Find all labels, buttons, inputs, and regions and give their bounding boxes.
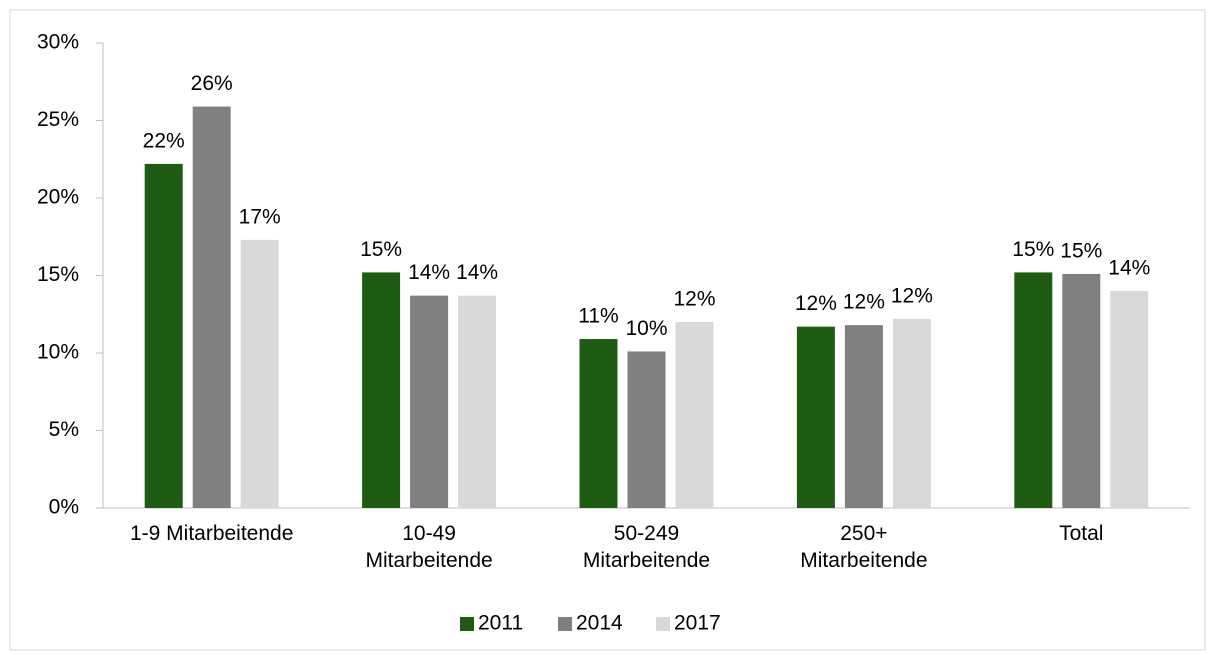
y-tick-label: 10%	[37, 341, 79, 364]
bar	[796, 326, 835, 508]
bar	[410, 295, 449, 508]
data-label: 14%	[456, 261, 498, 284]
data-label: 12%	[795, 292, 837, 315]
bar	[144, 163, 183, 508]
data-label: 12%	[891, 284, 933, 307]
y-tick-label: 5%	[49, 418, 79, 441]
bar	[240, 239, 279, 508]
bar	[458, 295, 497, 508]
data-label: 26%	[191, 72, 233, 95]
x-tick-label: 10-49 Mitarbeitende	[365, 522, 493, 572]
legend-label: 2014	[576, 612, 623, 635]
bar	[579, 339, 618, 508]
data-label: 15%	[1060, 239, 1102, 262]
y-tick-label: 15%	[37, 263, 79, 286]
x-tick-label: 1-9 Mitarbeitende	[129, 522, 294, 545]
bar	[892, 318, 931, 508]
legend-swatch	[460, 617, 474, 631]
data-label: 11%	[578, 305, 618, 328]
chart-frame	[9, 9, 1206, 651]
bar	[1014, 272, 1053, 508]
y-tick-label: 25%	[37, 108, 79, 131]
bar	[844, 325, 883, 508]
x-tick-label: Total	[1059, 522, 1104, 545]
data-label: 14%	[1108, 257, 1150, 280]
bar	[627, 351, 666, 508]
bar	[362, 272, 401, 508]
data-label: 15%	[1012, 238, 1054, 261]
data-label: 14%	[408, 261, 450, 284]
legend-swatch	[656, 617, 670, 631]
x-tick-label: 50-249 Mitarbeitende	[582, 522, 711, 572]
data-label: 15%	[360, 238, 402, 261]
legend-label: 2017	[674, 612, 721, 635]
legend-label: 2011	[478, 612, 523, 635]
data-label: 10%	[625, 317, 667, 340]
bar	[1110, 291, 1149, 508]
data-label: 12%	[673, 288, 715, 311]
bar	[1062, 273, 1101, 508]
bar	[192, 106, 231, 509]
data-label: 17%	[239, 205, 281, 228]
legend-swatch	[558, 617, 572, 631]
y-tick-label: 0%	[49, 496, 79, 519]
y-tick-label: 20%	[37, 186, 79, 209]
data-label: 22%	[143, 129, 185, 152]
y-tick-label: 30%	[37, 31, 79, 54]
bar	[675, 322, 714, 508]
x-tick-label: 250+ Mitarbeitende	[800, 522, 928, 572]
data-label: 12%	[843, 291, 885, 314]
